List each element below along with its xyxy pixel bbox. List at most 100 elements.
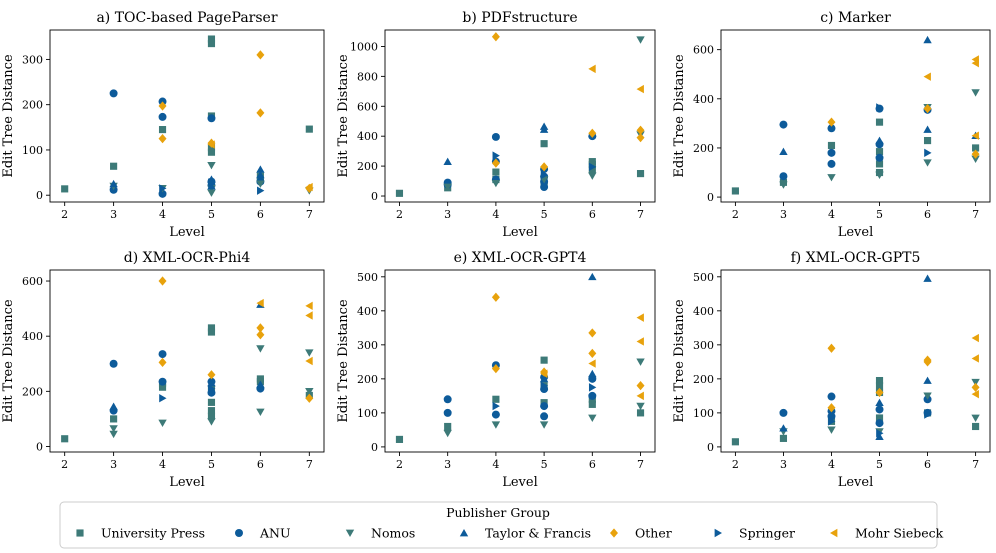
data-point xyxy=(492,401,500,411)
data-point xyxy=(207,140,215,149)
data-point xyxy=(158,383,167,391)
data-point xyxy=(827,403,836,413)
data-point xyxy=(158,134,167,144)
series-mohr-siebeck xyxy=(971,333,979,399)
data-point xyxy=(875,405,884,414)
data-point xyxy=(109,179,118,188)
x-tick-label: 7 xyxy=(972,208,979,221)
data-point xyxy=(923,357,932,367)
y-tick-label: 0 xyxy=(371,441,378,454)
data-point xyxy=(109,430,118,439)
data-point xyxy=(588,359,596,368)
data-point xyxy=(443,157,452,165)
data-point xyxy=(491,410,500,419)
y-tick-label: 200 xyxy=(357,373,378,386)
data-point xyxy=(540,356,548,364)
y-tick-label: 500 xyxy=(693,271,714,284)
x-tick-label: 2 xyxy=(732,208,739,221)
x-tick-label: 4 xyxy=(159,458,166,471)
legend-marker xyxy=(345,529,355,537)
data-point xyxy=(109,89,118,98)
series-springer xyxy=(159,178,265,195)
data-point xyxy=(540,402,549,411)
series-taylor-and-francis xyxy=(443,122,597,165)
series-anu xyxy=(109,350,265,415)
data-point xyxy=(207,148,216,156)
data-point xyxy=(971,378,980,387)
x-tick-label: 3 xyxy=(780,208,787,221)
y-axis-label: Edit Tree Distance xyxy=(672,54,687,178)
data-point xyxy=(444,422,452,431)
data-point xyxy=(158,112,167,121)
x-tick-label: 4 xyxy=(492,458,499,471)
data-point xyxy=(588,172,597,180)
data-point xyxy=(110,162,118,170)
legend-marker xyxy=(714,528,722,538)
data-point xyxy=(540,381,549,390)
series-nomos xyxy=(443,358,645,438)
x-tick-label: 7 xyxy=(972,458,979,471)
data-point xyxy=(588,328,597,338)
data-point xyxy=(305,387,314,396)
series-anu xyxy=(443,361,597,421)
series-other xyxy=(158,276,314,403)
data-point xyxy=(779,181,788,189)
legend-label: Other xyxy=(635,526,672,541)
data-point xyxy=(923,35,932,44)
x-tick-label: 7 xyxy=(637,208,644,221)
data-point xyxy=(110,415,118,423)
x-tick-label: 2 xyxy=(396,458,403,471)
x-tick-label: 2 xyxy=(61,458,68,471)
data-point xyxy=(540,369,548,378)
data-point xyxy=(875,160,884,168)
x-tick-label: 6 xyxy=(257,208,264,221)
data-point xyxy=(588,414,597,422)
data-point xyxy=(588,272,597,281)
data-point xyxy=(972,422,980,431)
data-point xyxy=(207,189,216,197)
data-point xyxy=(875,398,884,407)
data-point xyxy=(588,369,597,378)
data-point xyxy=(208,178,216,187)
series-other xyxy=(491,32,645,172)
data-point xyxy=(207,114,216,123)
data-point xyxy=(636,409,645,417)
series-mohr-siebeck xyxy=(256,298,313,366)
data-point xyxy=(256,165,265,173)
panel-title: e) XML-OCR-GPT4 xyxy=(454,250,587,266)
y-tick-label: 600 xyxy=(357,100,378,113)
data-point xyxy=(827,343,836,353)
y-tick-label: 200 xyxy=(357,160,378,173)
data-point xyxy=(158,350,167,359)
series-taylor-and-francis xyxy=(109,165,265,190)
data-point xyxy=(923,125,932,133)
data-point xyxy=(539,374,549,383)
data-point xyxy=(875,382,884,390)
series-other xyxy=(827,343,980,413)
y-tick-label: 200 xyxy=(22,99,43,112)
data-point xyxy=(109,425,118,433)
series-other xyxy=(491,292,645,391)
series-taylor-and-francis xyxy=(779,274,932,441)
data-point xyxy=(875,148,884,156)
data-point xyxy=(588,128,597,138)
y-tick-label: 0 xyxy=(36,440,43,453)
data-point xyxy=(588,391,597,400)
panel-4: d) XML-OCR-Phi4 2 3 4 5 6 7 0 200 400 600 Level Edit… xyxy=(1,250,325,490)
legend-label: ANU xyxy=(259,526,291,541)
data-point xyxy=(159,394,167,403)
data-point xyxy=(305,349,314,357)
data-point xyxy=(257,186,265,195)
data-point xyxy=(588,162,597,172)
data-point xyxy=(779,408,788,417)
data-point xyxy=(207,398,216,406)
series-university-press xyxy=(731,376,980,446)
series-anu xyxy=(109,89,265,198)
data-point xyxy=(208,384,216,393)
legend-entry-other: Other xyxy=(610,526,672,541)
panel-title: f) XML-OCR-GPT5 xyxy=(791,250,921,266)
data-point xyxy=(972,144,980,152)
data-point xyxy=(256,330,265,340)
data-point xyxy=(540,170,549,180)
data-point xyxy=(636,358,645,366)
